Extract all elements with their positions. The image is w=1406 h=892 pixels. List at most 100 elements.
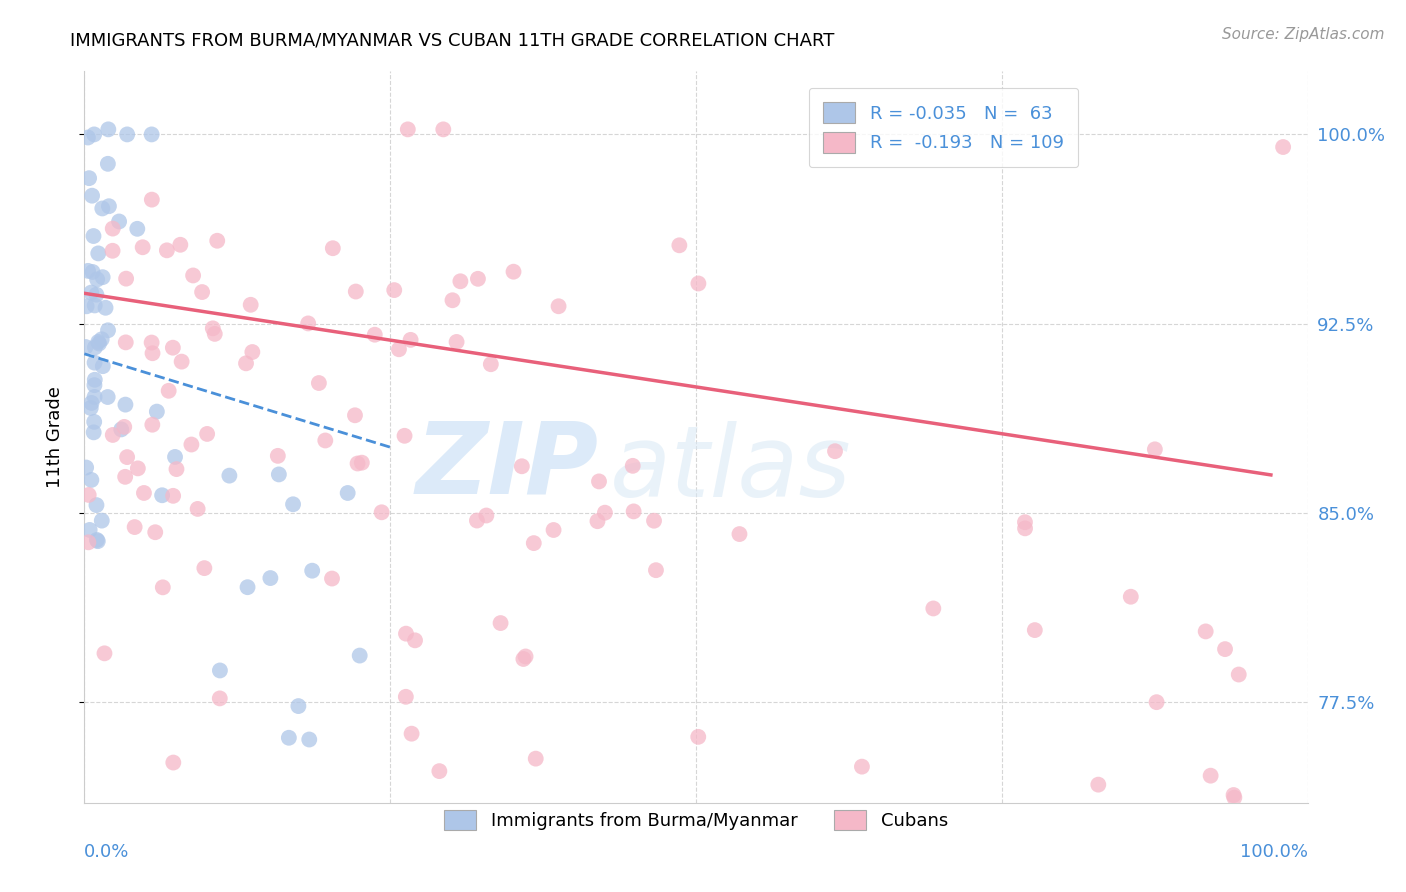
Point (1014, 515, 1036, 529)
Point (547, 299, 569, 313)
Point (115, 128, 138, 142)
Point (91, 202, 114, 216)
Point (101, 221, 124, 235)
Point (1014, 521, 1036, 535)
Point (193, 561, 215, 575)
Point (180, 437, 202, 451)
Point (346, 457, 368, 471)
Point (515, 649, 537, 664)
Point (131, 240, 153, 254)
Point (395, 690, 418, 704)
Point (83, 415, 105, 429)
Point (141, 417, 163, 432)
Point (593, 506, 616, 520)
Point (86, 272, 108, 286)
Point (643, 514, 665, 528)
Point (162, 341, 184, 355)
Point (87, 336, 110, 351)
Point (77, 488, 100, 502)
Point (404, 633, 426, 648)
Point (87, 246, 110, 260)
Point (510, 459, 533, 474)
Point (162, 756, 184, 770)
Point (441, 293, 464, 308)
Point (75, 340, 97, 354)
Point (297, 317, 319, 331)
Text: 0.0%: 0.0% (84, 843, 129, 861)
Point (688, 730, 710, 744)
Point (141, 193, 163, 207)
Point (83, 390, 105, 404)
Point (645, 563, 668, 577)
Point (86, 287, 108, 301)
Point (115, 450, 138, 464)
Point (395, 626, 418, 640)
Point (124, 520, 146, 534)
Point (449, 274, 471, 288)
Point (489, 615, 512, 630)
Point (1024, 623, 1046, 637)
Point (110, 422, 132, 436)
Point (97, 323, 120, 337)
Point (169, 237, 191, 252)
Point (1222, 788, 1244, 802)
Point (1227, 667, 1250, 681)
Point (467, 272, 489, 286)
Point (240, 345, 263, 359)
Point (343, 409, 366, 423)
Point (1223, 790, 1246, 805)
Y-axis label: 11th Grade: 11th Grade (45, 386, 63, 488)
Point (446, 334, 468, 349)
Point (396, 122, 419, 136)
Point (77, 264, 100, 278)
Point (922, 601, 945, 615)
Point (127, 461, 149, 475)
Point (84, 340, 107, 354)
Point (388, 343, 411, 357)
Point (87, 334, 110, 349)
Point (114, 398, 136, 412)
Point (90, 332, 112, 346)
Point (688, 277, 710, 291)
Point (201, 321, 224, 335)
Point (350, 456, 373, 470)
Point (87, 534, 110, 549)
Point (1213, 642, 1236, 657)
Point (94, 301, 117, 315)
Point (156, 244, 179, 258)
Point (181, 268, 204, 283)
Point (187, 502, 209, 516)
Point (77, 535, 100, 549)
Point (512, 652, 534, 666)
Point (80, 188, 103, 202)
Point (112, 420, 135, 434)
Point (91, 359, 114, 374)
Point (152, 580, 174, 594)
Point (218, 468, 240, 483)
Point (1143, 442, 1166, 457)
Point (80, 473, 103, 487)
Point (204, 326, 226, 341)
Point (141, 346, 163, 360)
Point (76, 299, 98, 313)
Point (502, 265, 524, 279)
Point (1119, 590, 1142, 604)
Point (465, 514, 488, 528)
Point (93, 646, 115, 660)
Point (82, 265, 104, 279)
Point (150, 488, 173, 502)
Point (1199, 769, 1222, 783)
Point (586, 514, 609, 528)
Point (267, 467, 290, 482)
Point (77, 130, 100, 145)
Point (157, 384, 180, 398)
Point (1146, 695, 1168, 709)
Point (114, 470, 136, 484)
Point (523, 536, 546, 550)
Point (90, 514, 112, 528)
Point (399, 333, 422, 347)
Legend: Immigrants from Burma/Myanmar, Cubans: Immigrants from Burma/Myanmar, Cubans (437, 803, 955, 838)
Point (308, 376, 330, 390)
Point (236, 580, 259, 594)
Point (83, 356, 105, 370)
